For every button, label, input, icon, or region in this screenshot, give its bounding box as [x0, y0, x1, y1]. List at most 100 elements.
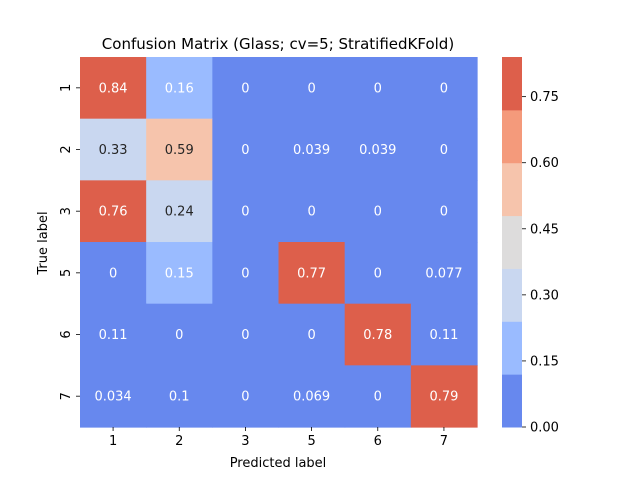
heatmap-cell-r2-c2	[212, 180, 280, 243]
heatmap-cell-r5-c1	[146, 365, 213, 428]
heatmap-cell-r1-c4	[344, 118, 412, 181]
heatmap-cell-r2-c4	[344, 180, 412, 243]
colorbar: 0.00 0.15 0.30 0.45 0.60 0.75	[502, 57, 559, 436]
y-tick-label-5: 7	[59, 392, 74, 400]
heatmap-cell-r5-c3	[278, 365, 346, 428]
cell-label-r5-c3: 0.069	[293, 390, 330, 405]
heatmap-cell-r5-c5	[410, 365, 478, 428]
cell-label-r3-c0: 0	[109, 266, 117, 281]
heatmap-cell-r2-c3	[278, 180, 346, 243]
heatmap-cell-r0-c0	[80, 57, 147, 120]
heatmap-cell-r3-c1	[146, 242, 213, 305]
chart-title: Confusion Matrix (Glass; cv=5; Stratifie…	[102, 35, 454, 53]
heatmap-cell-r2-c0	[80, 180, 147, 243]
heatmap-cell-r4-c4	[344, 303, 412, 366]
y-tick-label-1: 2	[59, 145, 74, 153]
cell-label-r3-c4: 0	[374, 266, 382, 281]
cell-label-r3-c5: 0.077	[425, 266, 462, 281]
cell-label-r2-c4: 0	[374, 205, 382, 220]
colorbar-bin-4	[502, 162, 522, 217]
x-tick-label-3: 5	[307, 434, 315, 449]
x-tick-label-5: 7	[440, 434, 448, 449]
colorbar-bin-6	[502, 57, 522, 111]
cell-label-r5-c4: 0	[374, 390, 382, 405]
cell-label-r2-c1: 0.24	[165, 205, 194, 220]
x-tick-label-0: 1	[109, 434, 117, 449]
y-axis-label: True label	[36, 211, 51, 275]
colorbar-tick-label-1: 0.15	[530, 354, 559, 369]
cell-label-r3-c1: 0.15	[165, 266, 194, 281]
heatmap-cell-r3-c0	[80, 242, 147, 305]
x-tick-label-2: 3	[241, 434, 249, 449]
heatmap-cell-r3-c5	[410, 242, 478, 305]
cell-label-r2-c5: 0	[440, 205, 448, 220]
y-axis-ticks: 1 2 3 5 6 7	[59, 84, 80, 400]
heatmap-cell-r0-c1	[146, 57, 213, 120]
x-tick-label-1: 2	[175, 434, 183, 449]
heatmap-cell-r3-c3	[278, 242, 346, 305]
heatmap-cell-r3-c4	[344, 242, 412, 305]
cell-label-r5-c2: 0	[241, 390, 249, 405]
x-tick-label-4: 6	[374, 434, 382, 449]
cell-label-r4-c5: 0.11	[429, 328, 458, 343]
cell-label-r0-c2: 0	[241, 81, 249, 96]
cell-label-r0-c5: 0	[440, 81, 448, 96]
cell-label-r4-c4: 0.78	[363, 328, 392, 343]
cell-label-r4-c2: 0	[241, 328, 249, 343]
colorbar-tick-label-3: 0.45	[530, 222, 559, 237]
colorbar-tick-label-4: 0.60	[530, 156, 559, 171]
cell-label-r0-c1: 0.16	[165, 81, 194, 96]
cell-label-r0-c3: 0	[307, 81, 315, 96]
cell-label-r1-c2: 0	[241, 143, 249, 158]
cell-label-r5-c0: 0.034	[94, 390, 131, 405]
heatmap-cell-r5-c4	[344, 365, 412, 428]
cell-label-r2-c3: 0	[307, 205, 315, 220]
heatmap-cells: 0.84 0.16 0 0 0 0 0.33 0.59 0 0.039 0.039 0 0.76 0.24…	[80, 57, 478, 428]
heatmap-cell-r1-c3	[278, 118, 346, 181]
cell-label-r0-c0: 0.84	[99, 81, 128, 96]
heatmap-cell-r2-c1	[146, 180, 213, 243]
cell-label-r3-c2: 0	[241, 266, 249, 281]
cell-label-r1-c0: 0.33	[99, 143, 128, 158]
heatmap-cell-r1-c1	[146, 118, 213, 181]
colorbar-bin-1	[502, 321, 522, 375]
cell-label-r1-c1: 0.59	[165, 143, 194, 158]
heatmap-cell-r4-c0	[80, 303, 147, 366]
heatmap-cell-r5-c0	[80, 365, 147, 428]
y-tick-label-0: 1	[59, 84, 74, 92]
heatmap-cell-r0-c5	[410, 57, 478, 120]
colorbar-bin-2	[502, 268, 522, 322]
cell-label-r1-c3: 0.039	[293, 143, 330, 158]
heatmap-cell-r2-c5	[410, 180, 478, 243]
colorbar-bin-5	[502, 109, 522, 164]
heatmap-cell-r5-c2	[212, 365, 280, 428]
colorbar-bin-0	[502, 374, 522, 428]
heatmap-cell-r4-c3	[278, 303, 346, 366]
y-tick-label-4: 6	[59, 330, 74, 338]
heatmap-cell-r4-c5	[410, 303, 478, 366]
cell-label-r2-c2: 0	[241, 205, 249, 220]
heatmap-cell-r0-c3	[278, 57, 346, 120]
y-tick-label-3: 5	[59, 269, 74, 277]
x-axis-ticks: 1 2 3 5 6 7	[109, 427, 448, 449]
heatmap-cell-r1-c0	[80, 118, 147, 181]
cell-label-r5-c1: 0.1	[169, 390, 190, 405]
cell-label-r0-c4: 0	[374, 81, 382, 96]
colorbar-tick-label-5: 0.75	[530, 90, 559, 105]
cell-label-r5-c5: 0.79	[429, 390, 458, 405]
cell-label-r4-c1: 0	[175, 328, 183, 343]
cell-label-r2-c0: 0.76	[99, 205, 128, 220]
heatmap-cell-r0-c4	[344, 57, 412, 120]
colorbar-tick-label-0: 0.00	[530, 421, 559, 436]
colorbar-tick-label-2: 0.30	[530, 288, 559, 303]
heatmap-cell-r1-c2	[212, 118, 280, 181]
x-axis-label: Predicted label	[230, 456, 327, 471]
heatmap-cell-r0-c2	[212, 57, 280, 120]
heatmap-cell-r3-c2	[212, 242, 280, 305]
colorbar-bin-3	[502, 215, 522, 269]
heatmap-cell-r1-c5	[410, 118, 478, 181]
heatmap-cell-r4-c2	[212, 303, 280, 366]
cell-label-r1-c4: 0.039	[359, 143, 396, 158]
